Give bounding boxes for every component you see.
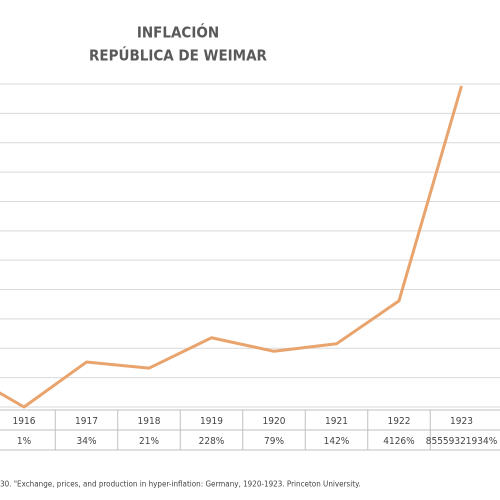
x-tick-label: 1916 <box>13 416 36 427</box>
data-label: 21% <box>139 436 159 447</box>
plot-area: 1916 1917 1918 1919 1920 1921 1922 1923 1% 34% 21%… <box>0 83 500 451</box>
chart-title: REPÚBLICA DE WEIMAR <box>89 46 268 65</box>
data-label: 79% <box>264 436 284 447</box>
data-label: 228% <box>199 436 225 447</box>
x-tick-label: 1923 <box>450 416 473 427</box>
x-tick-label: 1920 <box>263 416 286 427</box>
data-label: 142% <box>324 436 350 447</box>
data-label: 34% <box>77 436 97 447</box>
x-tick-label: 1921 <box>325 416 348 427</box>
data-label: 1% <box>17 436 32 447</box>
x-tick-label: 1919 <box>200 416 223 427</box>
line <box>0 85 463 409</box>
source-note: 30. "Exchange, prices, and production in… <box>0 480 361 489</box>
data-label: 85559321934% <box>426 436 498 447</box>
x-tick-label: 1922 <box>388 416 411 427</box>
x-tick-label: 1917 <box>75 416 98 427</box>
x-tick-label: 1918 <box>138 416 161 427</box>
chart-title: INFLACIÓN <box>137 23 219 42</box>
data-label: 4126% <box>383 436 415 447</box>
